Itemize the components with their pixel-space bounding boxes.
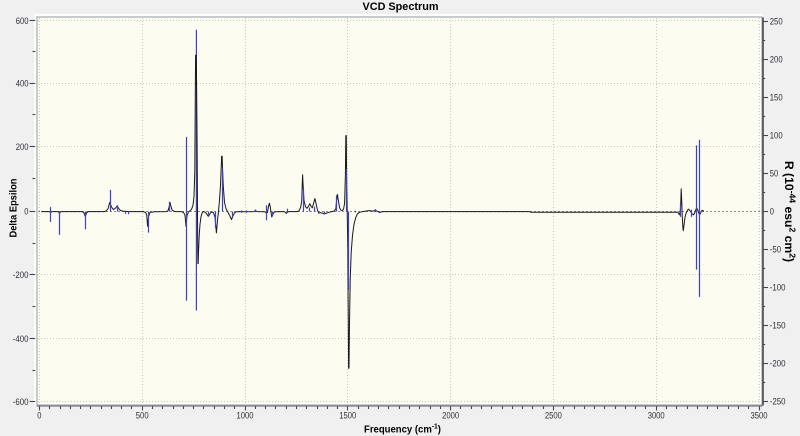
svg-text:3000: 3000 (648, 411, 665, 422)
svg-text:-250: -250 (770, 397, 786, 408)
svg-text:2500: 2500 (545, 411, 562, 422)
svg-text:-150: -150 (770, 321, 786, 332)
svg-text:500: 500 (136, 411, 149, 422)
svg-text:400: 400 (16, 78, 29, 89)
svg-text:-100: -100 (770, 283, 786, 294)
svg-text:150: 150 (770, 92, 783, 103)
svg-text:2000: 2000 (442, 411, 459, 422)
svg-text:100: 100 (770, 131, 783, 142)
svg-text:3500: 3500 (751, 411, 768, 422)
svg-text:200: 200 (16, 142, 29, 153)
svg-text:1000: 1000 (237, 411, 254, 422)
svg-text:-400: -400 (13, 334, 29, 345)
svg-text:250: 250 (770, 16, 783, 27)
svg-text:-600: -600 (13, 397, 29, 408)
svg-text:-200: -200 (13, 270, 29, 281)
svg-text:600: 600 (16, 16, 29, 27)
svg-text:200: 200 (770, 54, 783, 65)
svg-text:0: 0 (37, 411, 41, 422)
svg-text:1500: 1500 (339, 411, 356, 422)
svg-text:50: 50 (770, 169, 779, 180)
svg-text:-50: -50 (770, 245, 781, 256)
svg-text:0: 0 (770, 207, 774, 218)
svg-text:R (10-44 esu2 cm2): R (10-44 esu2 cm2) (782, 161, 798, 262)
svg-text:-200: -200 (770, 359, 786, 370)
svg-text:Frequency (cm-1): Frequency (cm-1) (364, 422, 441, 436)
svg-text:0: 0 (24, 207, 28, 218)
svg-text:VCD Spectrum: VCD Spectrum (363, 1, 439, 13)
svg-text:Delta Epsilon: Delta Epsilon (9, 179, 20, 238)
